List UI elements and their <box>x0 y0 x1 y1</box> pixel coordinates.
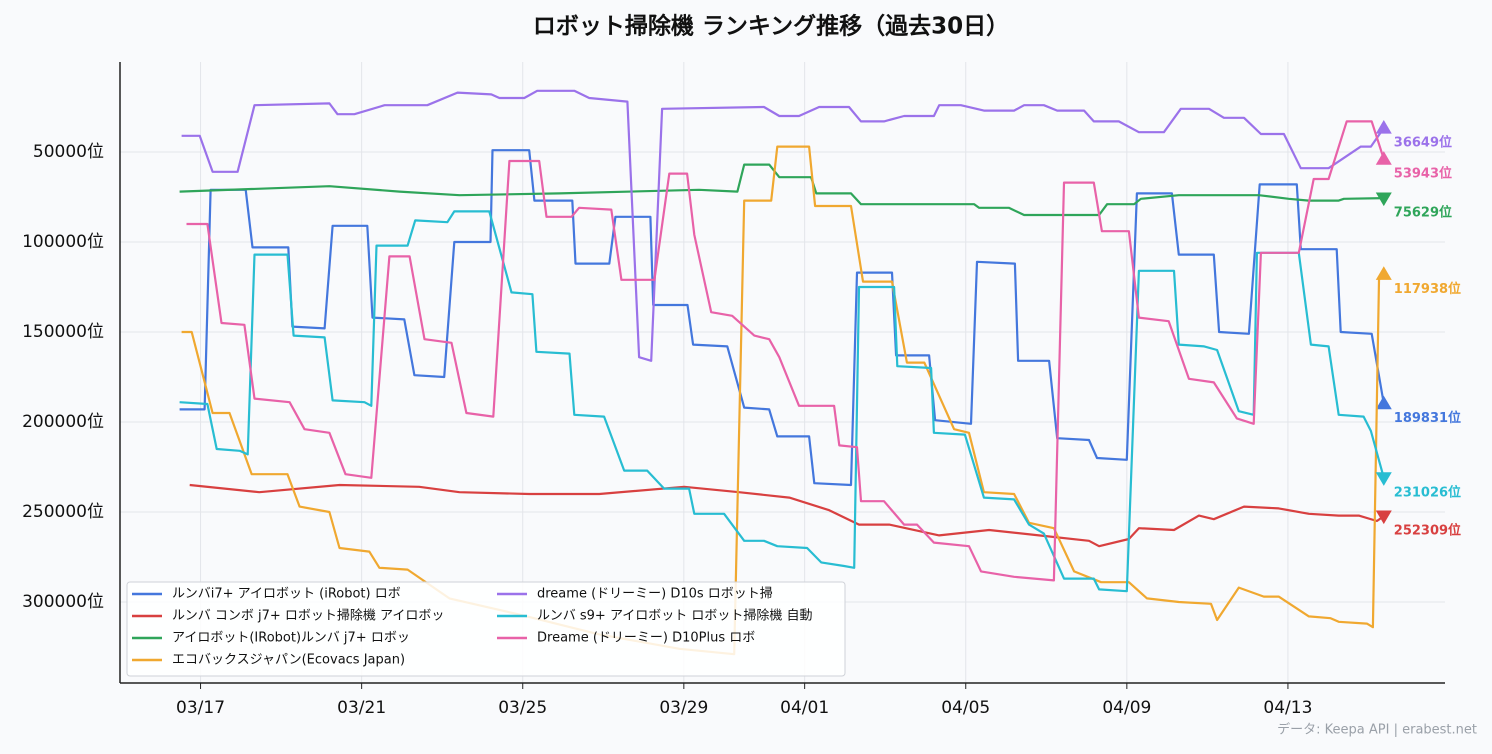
chart-title: ロボット掃除機 ランキング推移（過去30日） <box>533 13 1009 40</box>
y-tick-label: 150000位 <box>22 322 104 342</box>
legend-label: dreame (ドリーミー) D10s ロボット掃 <box>537 586 773 602</box>
legend-label: アイロボット(IRobot)ルンバ j7+ ロボッ <box>172 631 410 646</box>
x-tick-label: 04/01 <box>780 698 829 718</box>
legend-box <box>126 581 846 677</box>
end-marker <box>1375 151 1392 165</box>
x-tick-label: 04/13 <box>1263 698 1312 718</box>
legend-label: ルンバi7+ アイロボット (iRobot) ロボ <box>172 587 401 602</box>
series-line <box>186 120 1385 582</box>
end-marker <box>1375 510 1392 525</box>
end-marker <box>1375 119 1392 134</box>
y-tick-label: 200000位 <box>22 412 104 432</box>
x-tick-label: 03/29 <box>659 698 708 718</box>
end-label: 231026位 <box>1394 484 1461 500</box>
x-tick-label: 03/21 <box>337 698 386 718</box>
series-line <box>189 483 1385 548</box>
end-label: 252309位 <box>1394 523 1461 539</box>
series-line <box>181 145 1385 656</box>
end-marker <box>1375 266 1392 280</box>
x-tick-label: 04/09 <box>1102 698 1151 718</box>
x-tick-label: 03/17 <box>176 698 225 718</box>
end-marker <box>1375 472 1392 486</box>
series-line <box>179 149 1385 487</box>
series-line <box>181 89 1385 362</box>
legend-label: ルンバ コンボ j7+ ロボット掃除機 アイロボッ <box>172 608 444 624</box>
legend-label: ルンバ s9+ アイロボット ロボット掃除機 自動 <box>537 608 813 624</box>
end-label: 36649位 <box>1394 134 1452 150</box>
series-line <box>179 163 1384 217</box>
footer: データ: Keepa API | erabest.net <box>1277 722 1477 738</box>
legend-label: Dreame (ドリーミー) D10Plus ロボ <box>537 631 755 646</box>
end-label: 53943位 <box>1394 166 1452 182</box>
end-marker <box>1375 395 1392 410</box>
series-line <box>179 210 1385 593</box>
y-tick-label: 100000位 <box>22 232 104 252</box>
y-tick-label: 300000位 <box>22 592 104 612</box>
end-label: 117938位 <box>1394 281 1461 297</box>
end-marker <box>1375 192 1392 207</box>
y-tick-label: 250000位 <box>22 502 104 522</box>
x-tick-label: 04/05 <box>941 698 990 718</box>
legend-label: エコバックスジャパン(Ecovacs Japan) <box>172 653 405 668</box>
y-tick-label: 50000位 <box>33 142 104 162</box>
end-label: 75629位 <box>1394 205 1452 221</box>
x-tick-label: 03/25 <box>498 698 547 718</box>
end-label: 189831位 <box>1394 410 1461 426</box>
